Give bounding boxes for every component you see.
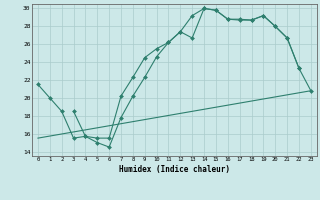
X-axis label: Humidex (Indice chaleur): Humidex (Indice chaleur): [119, 165, 230, 174]
